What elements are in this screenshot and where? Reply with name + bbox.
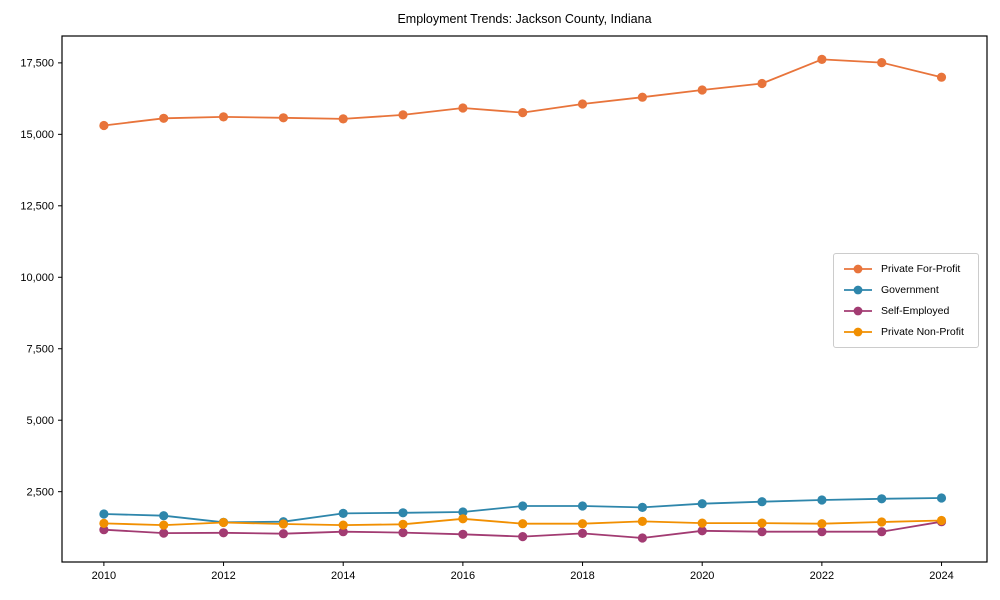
data-point-self-employed [338,527,348,537]
data-point-self-employed [817,527,827,537]
data-point-government [159,511,169,521]
data-point-government [458,507,468,517]
data-point-private-non-profit [697,518,707,528]
data-point-government [817,495,827,505]
data-point-self-employed [99,525,109,535]
legend-label: Private For-Profit [881,263,961,275]
x-axis-tick-label: 2022 [810,570,834,582]
data-point-private-non-profit [218,517,229,528]
x-axis-tick-label: 2024 [929,570,953,582]
data-point-self-employed [637,533,648,543]
data-point-private-for-profit [757,78,767,89]
y-axis-tick-label: 10,000 [20,272,54,284]
y-axis-tick-label: 7,500 [26,344,54,356]
data-point-private-for-profit [278,113,288,123]
y-axis-tick-label: 2,500 [26,486,54,498]
data-point-self-employed [877,527,887,537]
data-point-private-non-profit [817,519,827,529]
data-point-government [697,499,707,509]
legend-label: Private Non-Profit [881,326,964,338]
data-point-government [99,509,109,519]
data-point-self-employed [458,529,468,539]
y-axis-tick-label: 5,000 [26,415,54,427]
data-point-government [637,502,648,512]
y-axis-tick-label: 12,500 [20,201,54,213]
legend-item-private-for-profit: Private For-Profit [843,261,969,277]
y-axis-tick-label: 15,000 [20,129,54,141]
data-point-private-for-profit [458,103,468,113]
x-axis-tick-label: 2016 [451,570,475,582]
data-point-private-for-profit [697,85,707,95]
data-point-self-employed [159,528,169,538]
data-point-private-for-profit [218,112,229,122]
legend-marker-self-employed-icon [844,306,872,316]
data-point-private-for-profit [577,99,588,109]
data-point-private-non-profit [637,516,648,527]
data-point-government [877,494,887,504]
legend-marker-private-non-profit-icon [844,327,872,337]
data-point-self-employed [577,528,588,539]
legend-label: Government [881,284,939,296]
data-point-government [936,493,947,503]
data-point-private-non-profit [458,514,468,524]
data-point-government [338,508,348,518]
data-point-government [577,501,588,511]
data-point-private-for-profit [817,54,827,64]
data-point-private-non-profit [757,518,767,528]
data-point-private-non-profit [877,517,887,527]
chart-title: Employment Trends: Jackson County, India… [397,12,652,26]
data-point-government [757,497,767,507]
legend-label: Self-Employed [881,305,950,317]
plot-border [61,35,988,563]
data-point-private-for-profit [936,72,947,82]
data-point-private-non-profit [577,519,588,529]
data-point-self-employed [218,528,229,538]
data-point-private-non-profit [278,519,288,529]
data-point-private-non-profit [398,519,408,529]
data-point-private-for-profit [877,58,887,68]
data-point-private-non-profit [518,519,528,529]
x-axis-tick-label: 2020 [690,570,714,582]
data-point-private-non-profit [338,520,348,530]
data-point-private-for-profit [637,92,648,102]
data-point-self-employed [398,528,408,538]
legend-item-government: Government [843,282,969,298]
data-point-self-employed [697,526,707,536]
data-point-government [518,501,528,511]
data-point-self-employed [757,527,767,537]
data-point-self-employed [278,529,288,539]
data-point-private-for-profit [518,108,528,118]
data-point-private-for-profit [338,114,348,124]
data-point-private-non-profit [159,520,169,530]
y-axis-tick-label: 17,500 [20,58,54,70]
x-axis-tick-label: 2010 [92,570,116,582]
legend-item-private-non-profit: Private Non-Profit [843,324,969,340]
legend-item-self-employed: Self-Employed [843,303,969,319]
legend-marker-private-for-profit-icon [844,264,872,274]
data-point-private-non-profit [99,518,109,529]
x-axis-tick-label: 2014 [331,570,355,582]
data-point-government [398,508,408,518]
x-axis-tick-label: 2012 [211,570,235,582]
data-point-private-non-profit [936,515,947,526]
data-point-self-employed [518,532,528,542]
data-point-private-for-profit [159,113,169,123]
legend: Private For-Profit Government Self-Employe… [833,253,979,348]
x-axis-tick-label: 2018 [570,570,594,582]
data-point-private-for-profit [99,120,109,131]
data-point-private-for-profit [398,110,408,120]
legend-marker-government-icon [844,285,872,295]
